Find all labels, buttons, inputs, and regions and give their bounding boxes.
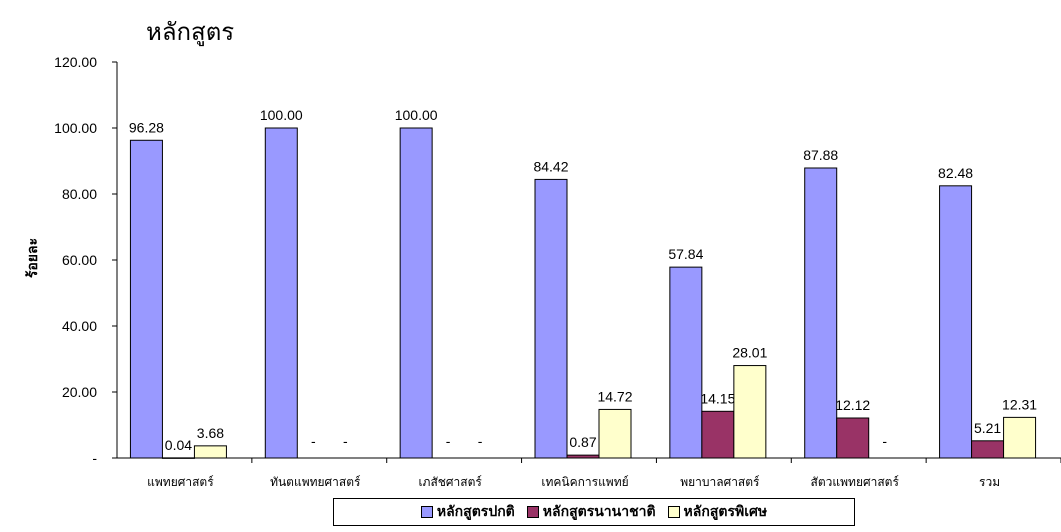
data-label: 3.68	[197, 425, 224, 441]
bar	[804, 167, 838, 459]
x-tick-label: แพทยศาสตร์	[147, 475, 214, 489]
bar	[161, 457, 195, 459]
bar	[264, 127, 298, 459]
bar	[669, 266, 703, 459]
y-tick-label: 60.00	[62, 252, 97, 268]
chart-title: หลักสูตร	[146, 18, 235, 46]
x-tick-label: รวม	[979, 475, 1000, 489]
data-label: 5.21	[974, 420, 1001, 436]
y-tick-label: 120.00	[54, 54, 97, 70]
bar	[836, 417, 870, 459]
data-label: -	[478, 433, 483, 449]
legend-swatch	[667, 506, 680, 518]
bar	[566, 454, 600, 459]
data-label: 12.12	[835, 397, 870, 413]
legend-swatch	[526, 506, 539, 518]
data-label: 0.87	[569, 434, 596, 450]
data-label: -	[343, 433, 348, 449]
y-tick-label: 40.00	[62, 318, 97, 334]
data-label: 100.00	[395, 107, 438, 123]
data-label: 82.48	[938, 165, 973, 181]
y-tick-label: 20.00	[62, 384, 97, 400]
bar	[701, 410, 735, 459]
bar	[399, 127, 433, 459]
data-label: -	[311, 433, 316, 449]
x-tick-label: เทคนิคการแพทย์	[541, 475, 628, 489]
data-label: 14.15	[700, 390, 735, 406]
legend: หลักสูตรปกติ หลักสูตรนานาชาติ หลักสูตรพิเศ…	[333, 498, 855, 526]
data-label: 100.00	[260, 107, 303, 123]
bar	[534, 178, 568, 459]
x-tick-label: เภสัชศาสตร์	[418, 475, 482, 489]
data-label: 14.72	[597, 388, 632, 404]
y-tick-label: 100.00	[54, 120, 97, 136]
legend-item: หลักสูตรนานาชาติ	[526, 501, 656, 523]
legend-item: หลักสูตรพิเศษ	[667, 501, 768, 523]
data-label: 28.01	[732, 345, 767, 361]
bar	[971, 440, 1005, 459]
x-tick-label: สัตวแพทยศาสตร์	[811, 475, 900, 489]
legend-label: หลักสูตรพิเศษ	[683, 504, 768, 520]
y-tick-label: -	[92, 450, 97, 466]
data-label: -	[882, 433, 887, 449]
legend-label: หลักสูตรปกติ	[436, 504, 515, 520]
data-label: 84.42	[533, 158, 568, 174]
bar	[193, 445, 227, 459]
data-label: 0.04	[165, 437, 192, 453]
data-label: -	[446, 433, 451, 449]
data-label: 12.31	[1002, 396, 1037, 412]
data-label: 96.28	[129, 119, 164, 135]
legend-swatch	[420, 506, 433, 518]
bar	[939, 185, 973, 459]
y-tick-label: 80.00	[62, 186, 97, 202]
legend-label: หลักสูตรนานาชาติ	[542, 504, 656, 520]
x-tick-label: พยาบาลศาสตร์	[680, 475, 760, 489]
bar	[1003, 416, 1037, 459]
data-label: 87.88	[803, 147, 838, 163]
bar	[733, 365, 767, 459]
data-label: 57.84	[668, 246, 703, 262]
bar	[129, 139, 163, 459]
bar	[598, 408, 632, 459]
x-tick-label: ทันตแพทยศาสตร์	[270, 475, 361, 489]
legend-item: หลักสูตรปกติ	[420, 501, 515, 523]
